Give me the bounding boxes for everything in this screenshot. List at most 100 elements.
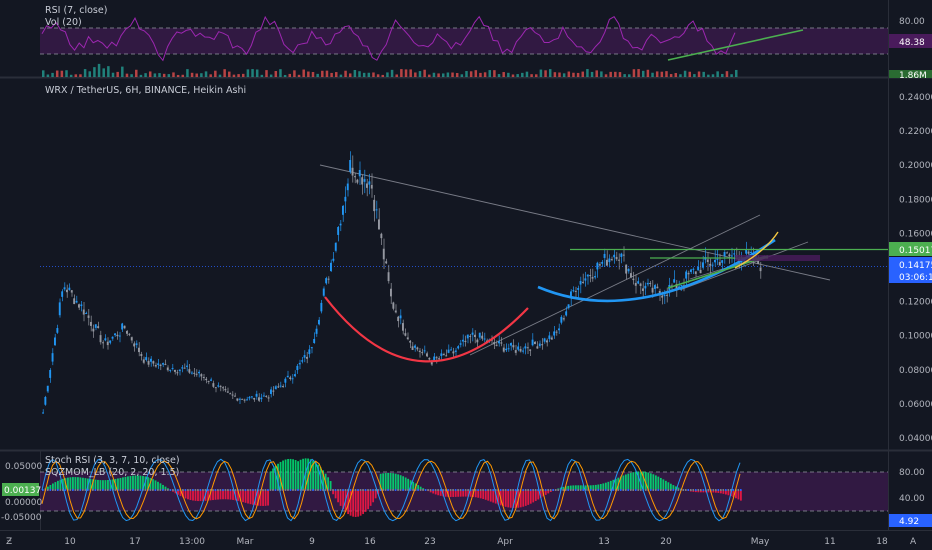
candle-body <box>253 397 256 400</box>
time-axis-label: Apr <box>497 537 513 547</box>
volume-bar <box>711 74 715 77</box>
volume-bar <box>79 74 82 77</box>
zoom-icon[interactable]: Ƶ <box>6 537 12 547</box>
squeeze-bar <box>389 472 392 490</box>
volume-bar <box>55 70 59 77</box>
candle-body <box>361 177 364 185</box>
volume-bar <box>469 71 473 77</box>
handle-trendline[interactable] <box>667 255 769 289</box>
squeeze-bar <box>242 490 244 503</box>
squeeze-dot <box>152 489 154 491</box>
volume-bar <box>158 73 161 77</box>
volume-bar <box>567 71 571 77</box>
candle-body <box>622 254 625 256</box>
candle-body <box>721 260 724 263</box>
squeeze-bar <box>222 490 224 500</box>
squeeze-dot <box>427 489 429 491</box>
volume-bar <box>121 66 124 77</box>
squeeze-bar <box>467 490 470 497</box>
squeeze-dot <box>554 489 557 491</box>
squeeze-dot <box>432 489 434 491</box>
candle-body <box>373 199 376 212</box>
volume-bar <box>479 72 482 77</box>
squeeze-bar <box>377 490 380 495</box>
projection-curve[interactable] <box>734 231 779 269</box>
candle-body <box>258 397 260 401</box>
squeeze-bar <box>512 490 515 508</box>
candle-body <box>66 289 68 293</box>
price-panel[interactable]: 0.240000.220000.200000.180000.160000.140… <box>40 85 932 444</box>
squeeze-bar <box>514 490 517 508</box>
candle-body <box>186 365 188 367</box>
volume-bar <box>507 72 510 77</box>
axis-corner-icons[interactable]: Ƶ A <box>6 537 917 547</box>
squeeze-bar <box>434 490 437 495</box>
rsi-panel[interactable]: RSI (7, close) Vol (20) 80.00 48.38 1.86… <box>40 5 932 81</box>
candle-body <box>63 287 66 290</box>
squeeze-dot <box>304 489 307 491</box>
squeeze-dot <box>452 489 454 491</box>
squeeze-dot <box>659 489 662 491</box>
squeeze-bar <box>259 490 262 506</box>
squeeze-bar <box>329 481 332 490</box>
squeeze-bar <box>407 478 410 490</box>
candle-body <box>452 351 455 354</box>
squeeze-dot <box>94 489 97 491</box>
volume-bar <box>651 72 654 77</box>
squeeze-bar <box>309 459 312 490</box>
volume-bar <box>195 73 198 77</box>
candle-body <box>157 363 160 365</box>
squeeze-dot <box>92 489 94 491</box>
candle-body <box>570 291 572 298</box>
squeeze-bar <box>672 485 675 490</box>
time-axis[interactable]: 10 17 13:00 Mar 9 16 23 Apr 13 20 May 11 18 <box>64 537 888 547</box>
squeeze-bar <box>737 490 740 500</box>
candle-body <box>356 179 359 183</box>
volume-bar <box>288 73 292 77</box>
squeeze-bar <box>197 490 199 502</box>
candle-body <box>217 385 220 387</box>
volume-bar <box>209 74 212 77</box>
squeeze-dot <box>207 489 209 491</box>
squeeze-bar <box>99 480 102 490</box>
squeeze-bar <box>702 490 705 493</box>
squeeze-dot <box>464 489 467 491</box>
wedge-lower-line[interactable] <box>469 214 761 356</box>
squeeze-dot <box>259 489 262 491</box>
cup-curve-red[interactable] <box>324 296 529 363</box>
squeeze-dot <box>507 489 509 491</box>
squeeze-bar <box>477 490 480 498</box>
squeeze-dot <box>52 489 54 491</box>
candle-body <box>255 393 258 397</box>
squeeze-bar <box>322 470 325 490</box>
candle-body <box>613 254 616 258</box>
volume-bar <box>618 72 622 77</box>
candle-body <box>94 324 97 328</box>
rsi-trendline[interactable] <box>667 29 804 61</box>
candle-body <box>567 304 570 308</box>
squeeze-bar <box>164 486 167 490</box>
candle-body <box>620 253 623 257</box>
squeeze-dot <box>139 489 142 491</box>
squeeze-dot <box>222 489 224 491</box>
squeeze-dot <box>239 489 242 491</box>
volume-bar <box>511 74 515 77</box>
auto-scale-icon[interactable]: A <box>910 537 917 547</box>
candle-body <box>409 340 412 343</box>
candle-body <box>181 367 184 369</box>
candle-body <box>524 346 527 349</box>
stoch-panel[interactable]: Stoch RSI (3, 3, 7, 10, close) SQZMOM_LB… <box>1 455 932 527</box>
candle-body <box>90 321 92 326</box>
heikin-ashi-candles <box>42 151 762 414</box>
squeeze-bar <box>627 473 630 490</box>
squeeze-bar <box>97 479 99 490</box>
squeeze-dot <box>124 489 127 491</box>
squeeze-dot <box>254 489 257 491</box>
squeeze-bar <box>639 471 642 490</box>
squeeze-bar <box>724 490 727 495</box>
candle-body <box>459 343 462 345</box>
squeeze-dot <box>249 489 252 491</box>
candle-body <box>303 355 306 358</box>
volume-bar <box>348 73 352 77</box>
